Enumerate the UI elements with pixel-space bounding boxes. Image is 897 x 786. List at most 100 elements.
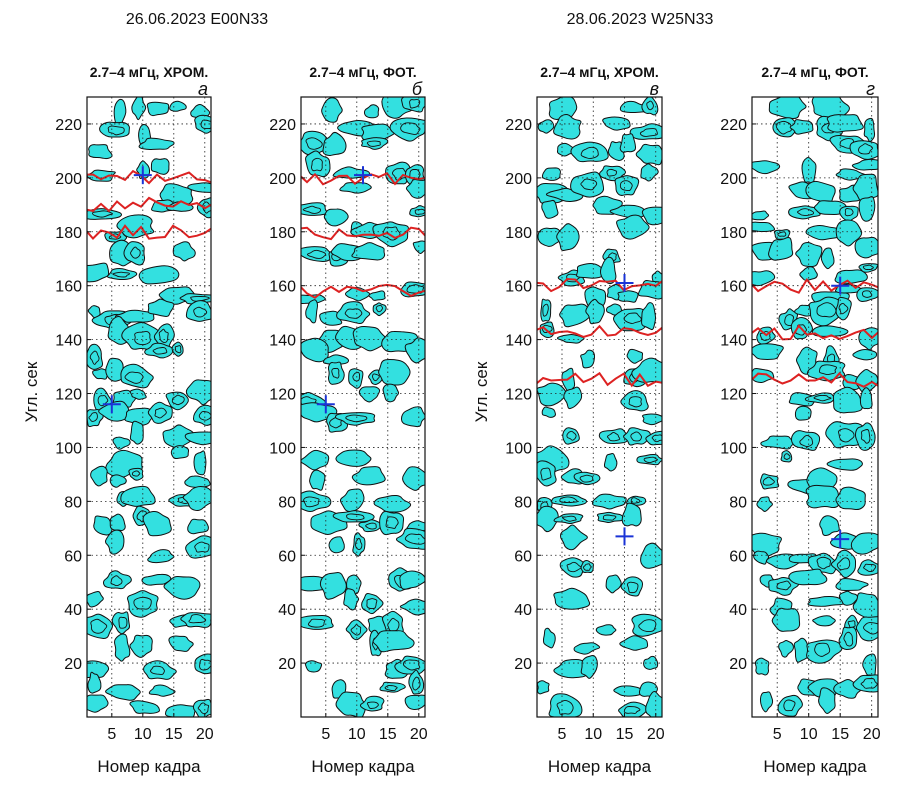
contour-blob xyxy=(163,576,201,600)
panel-letter: а xyxy=(198,79,208,99)
contour-inner xyxy=(174,345,182,354)
contour-inner xyxy=(124,371,144,384)
contour-blob xyxy=(373,494,412,513)
contour-inner xyxy=(391,167,408,181)
contour-blob xyxy=(641,302,657,331)
panel-title: 2.7–4 мГц, ХРОМ. xyxy=(90,64,209,80)
contour-inner xyxy=(107,125,125,136)
contour-blob xyxy=(193,450,207,476)
contour-blob xyxy=(404,694,425,710)
contour-blob xyxy=(87,694,109,713)
contour-blob xyxy=(793,637,810,663)
contour-blob xyxy=(856,287,878,302)
contour-inner xyxy=(814,642,831,657)
contour-blob xyxy=(382,383,400,403)
contour-blob xyxy=(641,206,662,226)
y-tick-label: 60 xyxy=(278,548,296,565)
contour-blob xyxy=(323,208,349,227)
contour-blob xyxy=(852,348,878,361)
contour-inner xyxy=(559,496,578,503)
y-tick-label: 40 xyxy=(729,602,747,619)
contour-inner xyxy=(366,598,378,609)
contour-blob xyxy=(862,653,877,678)
contour-blob xyxy=(129,700,160,714)
contour-blob xyxy=(88,144,113,160)
contour-blob xyxy=(854,422,876,451)
contour-blob xyxy=(379,681,406,693)
contour-blob xyxy=(642,413,662,426)
contour-inner xyxy=(366,140,381,147)
contour-inner xyxy=(384,685,398,692)
x-tick-label: 20 xyxy=(410,726,428,743)
contour-blob xyxy=(805,484,841,509)
contour-inner xyxy=(580,146,599,159)
x-tick-label: 5 xyxy=(321,726,330,743)
y-tick-label: 20 xyxy=(729,656,747,673)
contour-inner xyxy=(858,143,873,155)
contour-blob xyxy=(328,536,345,554)
contour-blob xyxy=(752,210,770,221)
contour-inner xyxy=(311,157,323,172)
y-tick-label: 120 xyxy=(720,387,747,404)
contour-inner xyxy=(783,699,796,712)
contour-blob xyxy=(858,196,876,222)
contour-inner xyxy=(193,306,208,318)
contour-blob xyxy=(372,302,387,317)
contour-blob xyxy=(838,590,859,606)
contour-blob xyxy=(138,137,175,151)
contour-blob xyxy=(162,424,196,449)
contour-inner xyxy=(346,513,365,521)
y-tick-label: 160 xyxy=(55,279,82,296)
y-tick-label: 140 xyxy=(55,333,82,350)
contour-inner xyxy=(566,561,582,573)
contour-inner xyxy=(112,271,130,278)
y-tick-label: 40 xyxy=(514,602,532,619)
contour-blob xyxy=(605,574,622,594)
y-tick-label: 60 xyxy=(64,548,82,565)
panel-2: 20 40 60 80 100 120 140 160 180 200 220 5 10 15 20 2.7–… xyxy=(269,64,428,776)
contour-blob xyxy=(561,367,576,394)
contour-inner xyxy=(400,122,421,135)
ticks: 20 40 60 80 100 120 140 160 180 200 220 5 10 15 20 xyxy=(55,117,214,743)
contour-blob xyxy=(87,343,103,370)
contour-blob xyxy=(835,486,866,511)
contour-blob xyxy=(301,202,328,216)
contour-inner xyxy=(90,618,108,634)
x-tick-label: 20 xyxy=(647,726,665,743)
contour-inner xyxy=(623,706,641,714)
panels: 20 40 60 80 100 120 140 160 180 200 220 5 10 15 20 2.7–… xyxy=(55,64,880,776)
contour-blob xyxy=(150,158,170,175)
y-tick-label: 220 xyxy=(269,117,296,134)
contour-inner xyxy=(651,434,662,443)
contour-blob xyxy=(640,542,662,569)
y-tick-label: 200 xyxy=(269,171,296,188)
contour-blob xyxy=(537,382,567,407)
x-tick-label: 10 xyxy=(584,726,602,743)
contour-blob xyxy=(301,575,328,592)
contour-inner xyxy=(385,516,399,529)
x-axis-label: Номер кадра xyxy=(548,757,652,776)
red-contour-line xyxy=(752,372,878,388)
contour-inner xyxy=(194,541,210,553)
contour-blob xyxy=(580,349,596,369)
y-tick-label: 160 xyxy=(720,279,747,296)
contour-blob xyxy=(187,182,211,193)
y-tick-label: 20 xyxy=(514,656,532,673)
y-tick-label: 200 xyxy=(720,171,747,188)
contour-blob xyxy=(620,576,644,597)
x-axis-label: Номер кадра xyxy=(763,757,867,776)
contour-blob xyxy=(109,474,127,488)
contour-inner xyxy=(643,456,658,463)
contour-blob xyxy=(835,578,869,592)
contour-inner xyxy=(777,231,787,237)
x-tick-label: 10 xyxy=(800,726,818,743)
contour-inner xyxy=(816,556,831,570)
contour-blob xyxy=(826,458,863,471)
grid xyxy=(752,97,878,717)
contour-inner xyxy=(199,658,211,671)
contour-blob xyxy=(361,137,389,150)
contour-inner xyxy=(541,324,553,334)
contour-blob xyxy=(562,427,580,445)
contour-inner xyxy=(306,249,327,259)
contour-blob xyxy=(336,301,371,324)
